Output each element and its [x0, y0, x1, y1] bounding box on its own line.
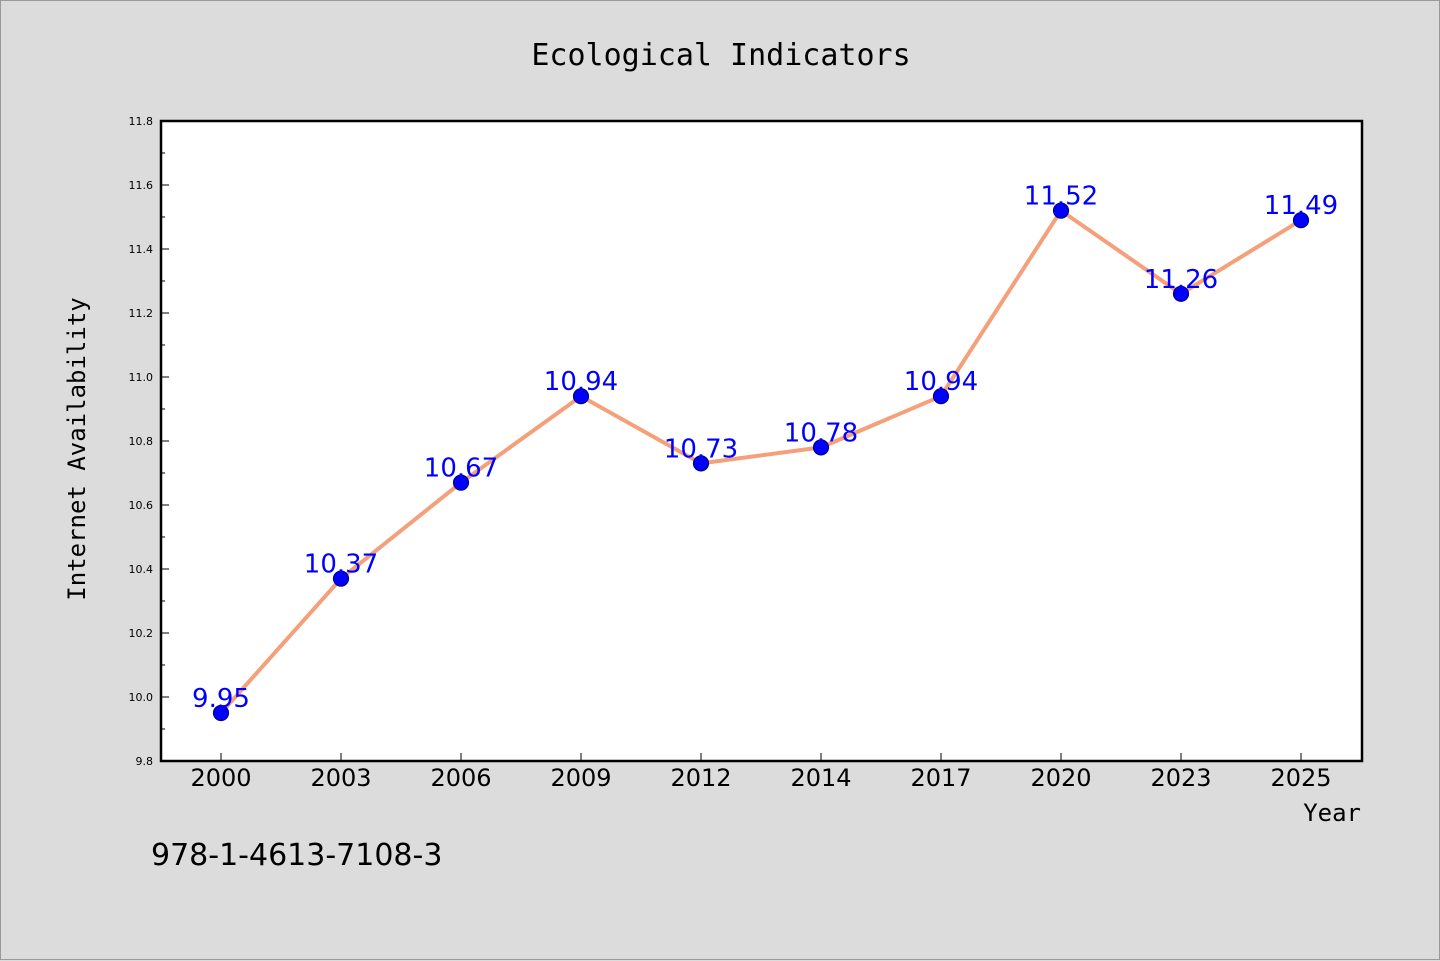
- y-tick-label: 10.2: [129, 627, 154, 640]
- x-tick-label: 2012: [670, 764, 731, 792]
- data-label: 10.78: [784, 418, 858, 448]
- x-tick-label: 2003: [310, 764, 371, 792]
- y-axis-label: Internet Availability: [63, 297, 91, 600]
- data-point: [572, 388, 590, 405]
- y-tick-label: 10.8: [129, 435, 154, 448]
- data-label: 10.67: [424, 454, 498, 484]
- y-tick-label: 11.8: [129, 115, 154, 128]
- y-tick-label: 10.6: [129, 499, 154, 512]
- y-tick-label: 11.2: [129, 307, 154, 320]
- data-label: 9.95: [192, 684, 250, 714]
- data-label: 10.37: [304, 550, 378, 580]
- plot-area: [159, 119, 1364, 763]
- data-point: [1292, 212, 1310, 229]
- x-tick-label: 2000: [190, 764, 251, 792]
- data-label: 10.73: [664, 434, 738, 464]
- x-tick-label: 2014: [790, 764, 851, 792]
- chart-title: Ecological Indicators: [531, 38, 910, 73]
- data-point: [1172, 285, 1190, 302]
- data-label: 11.49: [1264, 191, 1338, 221]
- data-point: [812, 439, 830, 456]
- data-label: 11.52: [1024, 182, 1098, 212]
- x-axis-ticks: 2000 2003 2006 2009 2012 2014 2017 2020 2023 2025: [190, 753, 1332, 792]
- data-point: [932, 388, 950, 405]
- series-line: [219, 208, 1303, 715]
- y-tick-label: 10.4: [129, 563, 154, 576]
- x-tick-label: 2017: [910, 764, 971, 792]
- data-labels: 9.95 10.37 10.67 10.94 10.73 10.78 10.94 11.52 1…: [192, 182, 1338, 714]
- y-tick-label: 11.4: [129, 243, 154, 256]
- y-tick-label: 11.6: [129, 179, 154, 192]
- series-group: [212, 202, 1310, 722]
- data-point: [692, 455, 710, 472]
- y-axis-ticks: 9.8 10.0 10.2 10.4 10.6 10.8 11.0 11.2 11.4 11.6 1…: [129, 115, 169, 768]
- data-label: 10.94: [544, 367, 618, 397]
- data-point: [1052, 202, 1070, 219]
- data-point: [212, 704, 230, 722]
- y-tick-label: 10.0: [129, 691, 154, 704]
- y-tick-label: 9.8: [136, 755, 154, 768]
- x-tick-label: 2023: [1150, 764, 1211, 792]
- data-label: 11.26: [1144, 265, 1218, 295]
- x-axis-label: Year: [1303, 799, 1361, 827]
- x-tick-label: 2006: [430, 764, 491, 792]
- isbn-footnote: 978-1-4613-7108-3: [151, 838, 442, 873]
- x-tick-label: 2009: [550, 764, 611, 792]
- y-tick-label: 11.0: [129, 371, 154, 384]
- data-point: [332, 570, 350, 587]
- data-point: [452, 474, 470, 491]
- data-label: 10.94: [904, 367, 978, 397]
- x-tick-label: 2025: [1270, 764, 1331, 792]
- x-tick-label: 2020: [1030, 764, 1091, 792]
